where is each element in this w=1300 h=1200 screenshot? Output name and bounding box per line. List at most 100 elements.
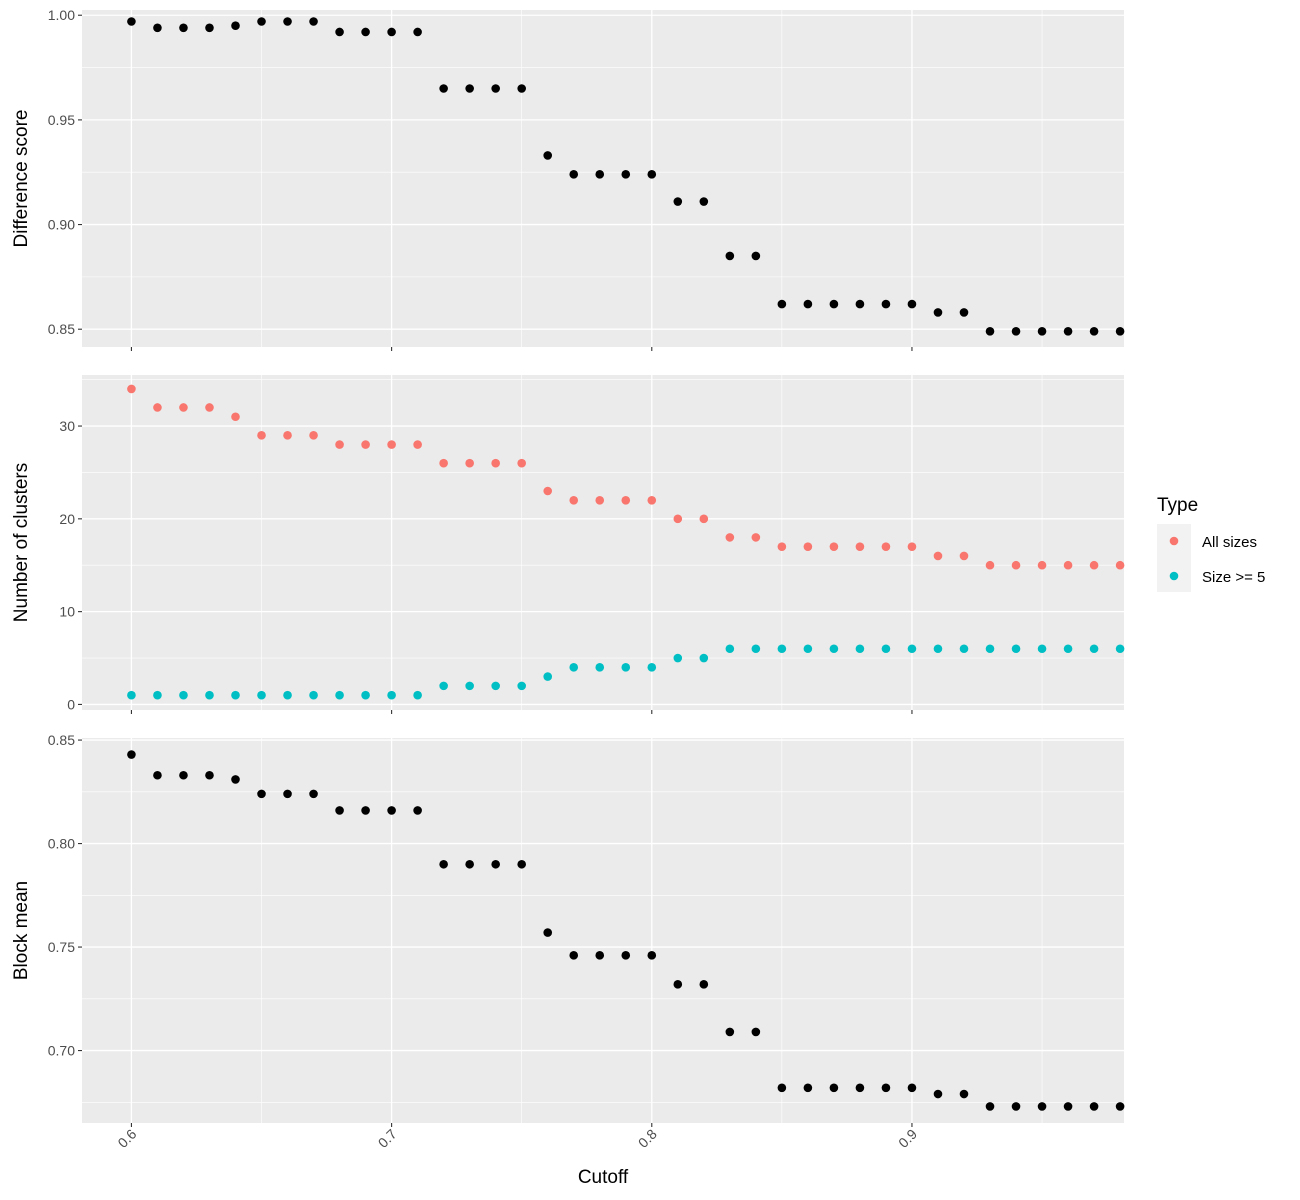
data-point (881, 1083, 891, 1093)
data-point (1011, 644, 1021, 654)
data-point (1063, 560, 1073, 570)
data-point (543, 928, 553, 937)
data-point (179, 690, 188, 700)
data-point (257, 17, 266, 26)
data-point (699, 980, 709, 989)
data-point (153, 403, 162, 412)
y-tick-label: 0.85 (48, 321, 75, 337)
data-point (205, 23, 214, 33)
data-point (465, 681, 474, 691)
data-point (127, 750, 136, 759)
data-point (1063, 327, 1073, 336)
data-point (309, 690, 318, 700)
data-point (543, 151, 553, 160)
data-point (1115, 1102, 1125, 1111)
data-point (335, 440, 344, 449)
data-point (803, 1083, 813, 1093)
x-tick-label: 0.8 (635, 1126, 660, 1151)
data-point (387, 690, 396, 700)
legend-key-point (1169, 571, 1179, 581)
legend-title: Type (1157, 495, 1198, 516)
data-point (725, 1027, 735, 1037)
x-tick-label: 0.9 (895, 1126, 920, 1151)
data-point (985, 1102, 995, 1111)
data-point (751, 644, 761, 654)
data-point (387, 440, 396, 449)
data-point (829, 542, 839, 551)
y-axis-title: Difference score (11, 110, 32, 248)
data-point (231, 21, 240, 30)
data-point (595, 951, 605, 960)
series-1 (127, 750, 1125, 1111)
data-point (1063, 644, 1073, 654)
data-point (907, 1083, 917, 1093)
y-tick-label: 0.70 (48, 1043, 75, 1059)
data-point (387, 27, 396, 37)
data-point (881, 644, 891, 654)
data-point (673, 653, 683, 663)
data-point (985, 560, 995, 570)
data-point (725, 533, 735, 542)
data-point (361, 440, 370, 449)
data-point (257, 789, 266, 799)
data-point (829, 1083, 839, 1093)
data-point (283, 17, 292, 26)
y-tick-label: 30 (59, 418, 75, 434)
data-point (387, 806, 396, 815)
data-point (465, 859, 474, 869)
x-tick-label: 0.6 (114, 1126, 139, 1151)
data-point (829, 644, 839, 654)
data-point (439, 681, 448, 691)
data-point (959, 644, 969, 654)
chart-panels: 0.85 0.90 0.95 1.00 Difference score 0 10 20 30 N… (11, 7, 1125, 1151)
data-point (855, 1083, 865, 1093)
y-tick-label: 0.75 (48, 939, 75, 955)
data-point (803, 299, 813, 309)
legend-label: All sizes (1202, 534, 1257, 551)
data-point (1037, 560, 1047, 570)
data-point (803, 542, 813, 551)
data-point (673, 197, 683, 206)
series-1 (127, 17, 1125, 336)
y-axis-title: Number of clusters (11, 463, 32, 622)
data-point (933, 308, 943, 317)
panel-3: 0.70 0.75 0.80 0.85 Block mean 0.6 0.7 0.8 0.9 (11, 732, 1125, 1151)
data-point (127, 17, 136, 26)
data-point (1037, 644, 1047, 654)
data-point (985, 327, 995, 336)
data-point (699, 653, 709, 663)
data-point (231, 775, 240, 784)
data-point (335, 806, 344, 815)
series-1 (127, 384, 1125, 570)
data-point (621, 951, 631, 960)
data-point (361, 806, 370, 815)
data-point (595, 495, 605, 505)
data-point (283, 789, 292, 799)
data-point (621, 170, 631, 179)
data-point (647, 170, 657, 179)
data-point (881, 299, 891, 309)
data-point (465, 458, 474, 468)
data-point (283, 431, 292, 440)
data-point (153, 690, 162, 700)
data-point (699, 197, 709, 206)
data-point (1011, 560, 1021, 570)
data-point (309, 789, 318, 799)
data-point (777, 542, 787, 551)
data-point (1011, 327, 1021, 336)
data-point (413, 27, 422, 37)
data-point (569, 663, 579, 672)
data-point (1089, 644, 1099, 654)
data-point (569, 170, 579, 179)
y-tick-label: 0.95 (48, 112, 75, 128)
x-axis-title: Cutoff (578, 1167, 629, 1188)
data-point (413, 440, 422, 449)
data-point (751, 1027, 761, 1037)
data-point (621, 495, 631, 505)
data-point (959, 308, 969, 317)
data-point (803, 644, 813, 654)
data-point (1115, 644, 1125, 654)
data-point (933, 644, 943, 654)
data-point (231, 412, 240, 422)
